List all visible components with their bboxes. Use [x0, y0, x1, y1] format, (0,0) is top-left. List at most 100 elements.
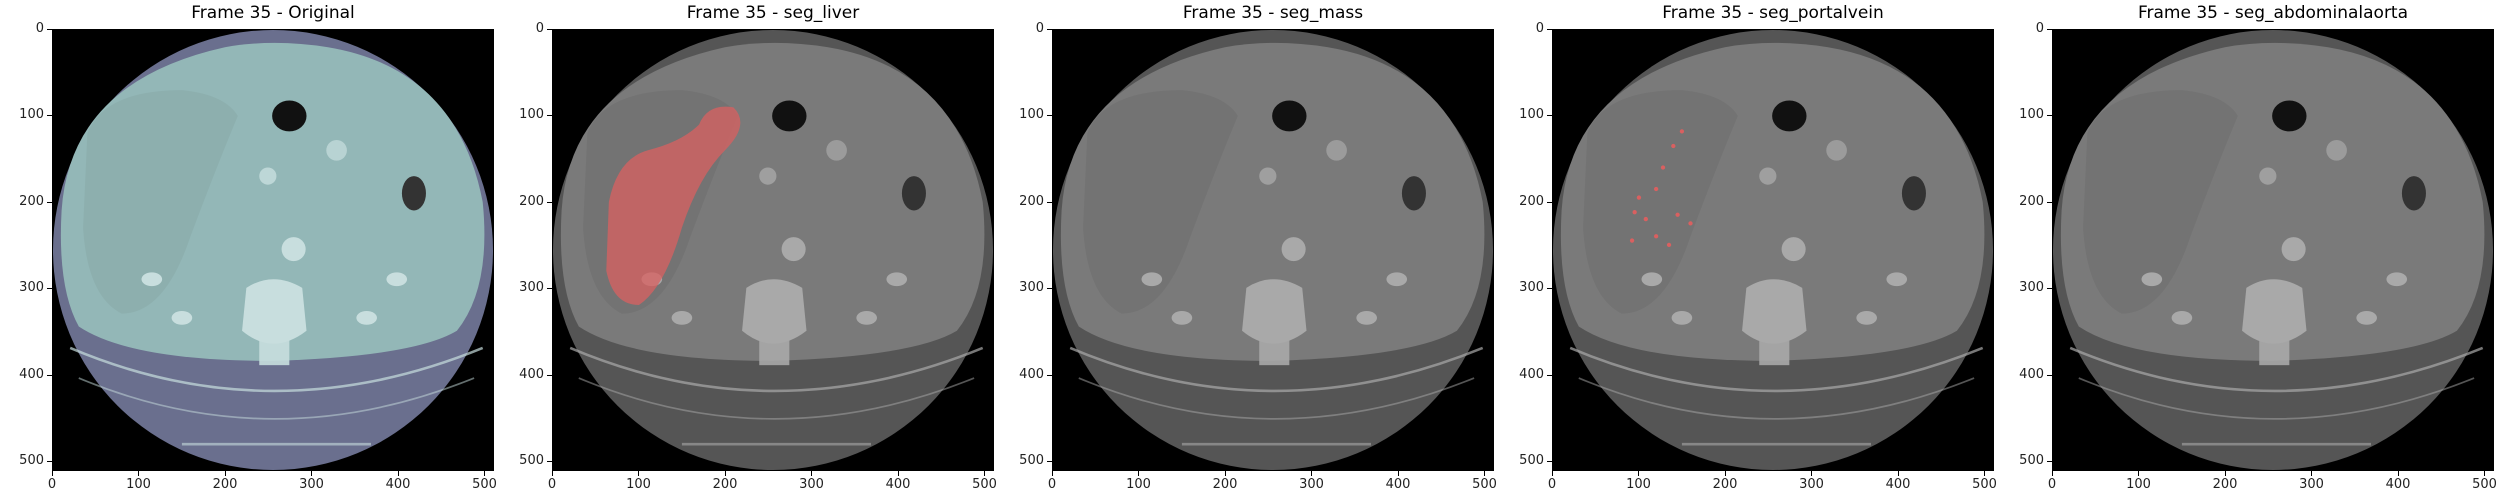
x-tick-label: 0	[47, 477, 57, 492]
x-tick-label: 100	[1126, 477, 1151, 492]
y-tick-label: 200	[1519, 193, 1544, 209]
y-tick-mark	[47, 374, 52, 376]
y-tick-mark	[1047, 288, 1052, 290]
x-tick-label: 0	[547, 477, 557, 492]
y-tick-mark	[1547, 29, 1552, 30]
x-tick-mark	[52, 471, 53, 476]
x-tick-label: 100	[2126, 477, 2151, 492]
x-tick-label: 0	[1047, 477, 1057, 492]
x-tick-label: 400	[1885, 477, 1911, 492]
y-tick-mark	[547, 115, 552, 117]
ct-slice-image	[53, 30, 493, 470]
x-tick-mark	[2311, 471, 2313, 476]
x-tick-label: 500	[2472, 477, 2497, 492]
x-tick-label: 0	[2047, 477, 2057, 492]
x-tick-label: 100	[126, 477, 151, 492]
y-tick-mark	[1547, 115, 1552, 117]
panel-title: Frame 35 - seg_mass	[1182, 3, 1364, 23]
x-tick-label: 300	[299, 477, 324, 492]
x-tick-label: 400	[885, 477, 911, 492]
y-tick-mark	[1547, 288, 1552, 290]
x-tick-mark	[1984, 471, 1986, 476]
x-tick-label: 500	[472, 477, 497, 492]
y-tick-mark	[1547, 374, 1552, 376]
y-tick-mark	[47, 201, 52, 203]
y-tick-label: 300	[519, 280, 544, 296]
y-tick-label: 400	[2019, 366, 2044, 382]
x-tick-label: 200	[2212, 477, 2238, 492]
panel-title: Frame 35 - seg_abdominalaorta	[2137, 3, 2409, 23]
y-tick-mark	[47, 29, 52, 30]
x-tick-label: 300	[799, 477, 824, 492]
y-tick-label: 0	[2035, 21, 2044, 36]
y-tick-label: 200	[1019, 193, 1044, 209]
liver-mask-overlay	[606, 106, 741, 305]
y-tick-label: 500	[1019, 453, 1044, 469]
y-tick-label: 400	[519, 366, 544, 382]
x-tick-mark	[552, 471, 553, 476]
y-tick-mark	[2047, 115, 2052, 117]
y-tick-mark	[2047, 461, 2052, 463]
image-axes	[52, 29, 494, 471]
x-tick-label: 500	[972, 477, 997, 492]
x-tick-label: 300	[1299, 477, 1324, 492]
y-tick-mark	[547, 29, 552, 30]
x-tick-mark	[1052, 471, 1053, 476]
y-tick-label: 100	[1519, 107, 1544, 123]
x-tick-mark	[1897, 471, 1899, 476]
x-tick-mark	[897, 471, 899, 476]
y-tick-label: 0	[1535, 21, 1544, 36]
x-tick-label: 100	[1626, 477, 1651, 492]
panel-title: Frame 35 - Original	[191, 3, 355, 23]
y-tick-label: 100	[1019, 107, 1044, 123]
x-tick-mark	[2484, 471, 2486, 476]
x-tick-mark	[638, 471, 640, 476]
y-tick-mark	[547, 288, 552, 290]
y-tick-label: 100	[2019, 107, 2044, 123]
y-tick-mark	[1047, 29, 1052, 30]
ct-slice-image	[2053, 30, 2493, 470]
panel-seg_portalvein: Frame 35 - seg_portalvein 0 100 200 300 400 50…	[1500, 0, 2000, 500]
x-tick-mark	[1638, 471, 1640, 476]
y-tick-mark	[2047, 374, 2052, 376]
y-tick-label: 500	[1519, 453, 1544, 469]
ct-slice-image	[553, 30, 993, 470]
y-tick-mark	[1047, 374, 1052, 376]
y-tick-mark	[2047, 201, 2052, 203]
x-tick-mark	[1397, 471, 1399, 476]
panel-title: Frame 35 - seg_portalvein	[1662, 3, 1884, 23]
x-tick-label: 300	[1799, 477, 1824, 492]
y-tick-mark	[2047, 29, 2052, 30]
y-tick-mark	[47, 461, 52, 463]
y-tick-mark	[1047, 461, 1052, 463]
image-axes	[552, 29, 994, 471]
x-tick-mark	[724, 471, 726, 476]
panel-seg_abdominalaorta: Frame 35 - seg_abdominalaorta 0 100 200 300 4…	[2000, 0, 2500, 500]
x-tick-mark	[397, 471, 399, 476]
x-tick-label: 0	[1547, 477, 1557, 492]
x-tick-mark	[1224, 471, 1226, 476]
x-tick-mark	[1138, 471, 1140, 476]
image-axes	[2052, 29, 2494, 471]
x-tick-mark	[1311, 471, 1313, 476]
y-tick-mark	[2047, 288, 2052, 290]
y-tick-label: 0	[1035, 21, 1044, 36]
x-tick-mark	[224, 471, 226, 476]
portalvein-mask-overlay	[1629, 129, 1693, 247]
x-tick-mark	[2138, 471, 2140, 476]
y-tick-label: 0	[535, 21, 544, 36]
y-tick-label: 300	[2019, 280, 2044, 296]
x-tick-label: 400	[385, 477, 411, 492]
x-tick-label: 500	[1972, 477, 1997, 492]
y-tick-mark	[1047, 201, 1052, 203]
y-tick-label: 200	[519, 193, 544, 209]
x-tick-label: 400	[2385, 477, 2411, 492]
y-tick-label: 300	[1019, 280, 1044, 296]
y-tick-label: 400	[19, 366, 44, 382]
ct-slice-image	[1553, 30, 1993, 470]
x-tick-label: 500	[1472, 477, 1497, 492]
x-tick-label: 200	[712, 477, 738, 492]
y-tick-label: 200	[19, 193, 44, 209]
panel-title: Frame 35 - seg_liver	[686, 3, 860, 23]
y-tick-mark	[1047, 115, 1052, 117]
